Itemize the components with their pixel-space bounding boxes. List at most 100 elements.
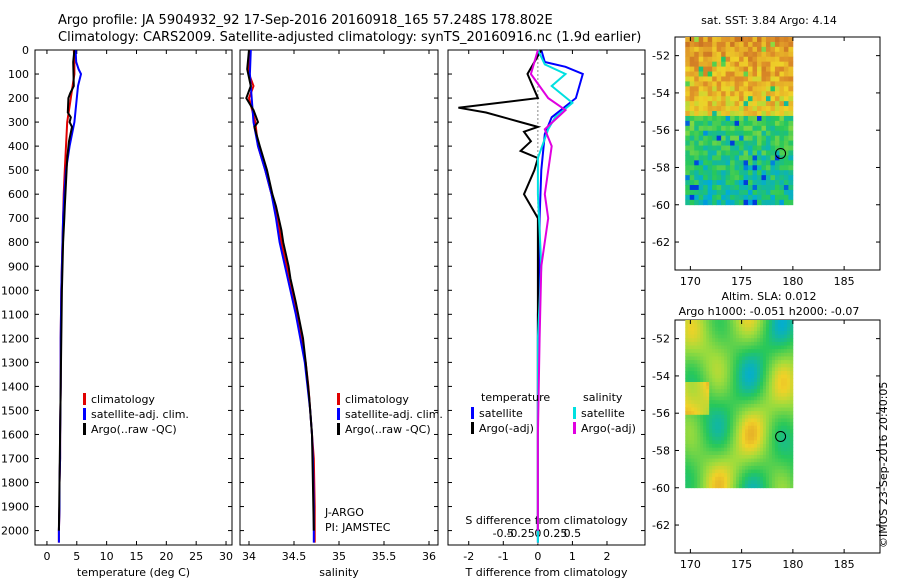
sla_map-cell — [786, 363, 791, 368]
sla_map-cell — [694, 476, 698, 481]
sla_map-cell — [783, 400, 788, 405]
sla_map-cell — [789, 352, 794, 357]
sst_map-cell — [779, 140, 785, 146]
sla_map-cell — [762, 371, 767, 376]
sla_map-ytick-label: -56 — [652, 407, 670, 420]
sla_map-cell — [709, 469, 713, 474]
sla_map-cell — [706, 323, 710, 328]
sst_map-xtick-label: 175 — [731, 275, 752, 288]
sla_map-cell — [718, 363, 722, 368]
sla_map-cell — [709, 367, 713, 372]
sla_map-cell — [730, 433, 734, 438]
sla_map-cell — [697, 473, 701, 478]
sla_map-cell — [706, 400, 710, 405]
sla_map-cell — [762, 458, 767, 463]
sla_map-cell — [786, 392, 791, 397]
sst_map-cell — [739, 61, 744, 67]
sst_map-cell — [748, 175, 753, 181]
sla_map-cell — [712, 360, 716, 365]
sla_map-cell — [697, 484, 701, 489]
sla_map-cell — [759, 425, 764, 430]
sst_map-cell — [685, 170, 691, 176]
sla_map-cell — [727, 484, 731, 489]
sst_map-cell — [779, 189, 785, 196]
sla_map-cell — [783, 378, 788, 383]
sla_map-cell — [786, 334, 791, 339]
sla_map-cell — [706, 484, 710, 489]
sla_map-cell — [697, 458, 701, 463]
sla_map-cell — [768, 484, 773, 489]
sla_map-cell — [777, 436, 782, 441]
sla_map-cell — [771, 414, 776, 419]
sla_map-cell — [777, 484, 782, 489]
sla_map-cell — [771, 458, 776, 463]
sst_map-cell — [748, 130, 753, 137]
sla_map-cell — [780, 433, 785, 438]
sla_map-cell — [789, 349, 794, 354]
sla_map-cell — [733, 378, 737, 383]
sla_map-cell — [768, 320, 773, 325]
sst_map-cell — [765, 165, 771, 171]
sla_map-cell — [706, 360, 710, 365]
sst_map-cell — [739, 140, 744, 146]
sla_map-cell — [780, 320, 785, 325]
sst_map-cell — [689, 71, 695, 77]
sla_map-cell — [742, 382, 746, 387]
sla_map-cell — [762, 338, 767, 343]
sla_map-cell — [780, 323, 785, 328]
sla_map-cell — [745, 451, 749, 456]
sst_map-cell — [752, 86, 758, 92]
sst_map-cell — [716, 71, 722, 77]
sla_map-cell — [742, 338, 746, 343]
sla_map-cell — [700, 465, 704, 470]
sla_map-cell — [751, 403, 755, 408]
sst_map-cell — [730, 41, 735, 48]
sst_map-cell — [689, 120, 695, 127]
sla_map-cell — [757, 349, 761, 354]
sla_map-cell — [771, 320, 776, 325]
sst_map-cell — [689, 130, 695, 137]
sst_map-cell — [694, 41, 700, 48]
sst_map-cell — [721, 76, 727, 82]
sst_map-cell — [698, 145, 704, 151]
sst_map-cell — [743, 115, 749, 122]
sla_map-cell — [715, 425, 719, 430]
sla_map-cell — [724, 378, 728, 383]
sla_map-cell — [780, 469, 785, 474]
sla_map-cell — [727, 411, 731, 416]
sst_map-cell — [734, 101, 740, 107]
sla_map-cell — [757, 436, 761, 441]
sst_map-cell — [685, 180, 691, 186]
sla_map-cell — [748, 444, 752, 449]
sla_map-cell — [688, 444, 692, 449]
sst_map-cell — [734, 71, 740, 77]
sla_map-cell — [748, 465, 752, 470]
sla_map-cell — [685, 403, 689, 408]
sla_map-cell — [780, 378, 785, 383]
sla_map-cell — [759, 327, 764, 332]
sla_map-cell — [774, 378, 779, 383]
sla_map-cell — [759, 418, 764, 423]
sla_map-cell — [765, 327, 770, 332]
sla_map-cell — [786, 378, 791, 383]
sla_map-cell — [703, 425, 707, 430]
sla_map-cell — [700, 454, 704, 459]
sla_map-cell — [733, 349, 737, 354]
series-line-argo-adj- — [458, 49, 543, 531]
depth-tick-label: 1900 — [1, 501, 29, 514]
sla_map-cell — [733, 323, 737, 328]
sla_map-cell — [783, 345, 788, 350]
sla_map-argo-marker — [775, 430, 787, 442]
sst_map-cell — [698, 115, 704, 122]
sla_map-cell — [739, 447, 743, 452]
sla_map-cell — [724, 436, 728, 441]
sla_map-cell — [733, 458, 737, 463]
sst_map-cell — [770, 165, 776, 171]
sla_map-cell — [721, 374, 725, 379]
sla_map-cell — [721, 392, 725, 397]
sst_map-cell — [698, 194, 704, 201]
sla_map-cell — [718, 320, 722, 325]
sla_map-cell — [774, 469, 779, 474]
sst_map-ytick-label: -52 — [652, 50, 670, 63]
sla_map-cell — [745, 352, 749, 357]
